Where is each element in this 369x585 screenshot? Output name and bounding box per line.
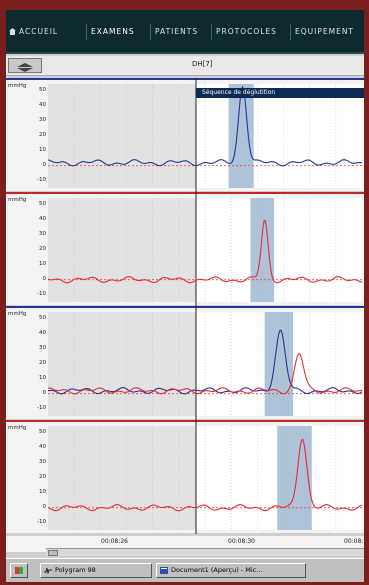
tab-label: PATIENTS: [155, 27, 199, 36]
tab-protocoles[interactable]: PROTOCOLES: [211, 24, 277, 40]
channel-divider: [6, 306, 364, 308]
plot-background-right: [196, 84, 362, 188]
tab-examens[interactable]: EXAMENS: [86, 24, 135, 40]
pressure-trace-chart: [47, 420, 363, 534]
pressure-trace: [47, 85, 363, 167]
recording-toolbar: DH[7]: [6, 56, 364, 76]
y-tick-label: 50: [39, 315, 46, 322]
pressure-channel-panel: mmHg28.050403020100-10: [6, 192, 364, 306]
pressure-trace: [47, 329, 363, 395]
pressure-trace: [47, 438, 363, 512]
y-tick-label: 0: [42, 161, 47, 168]
y-tick-label: 20: [39, 246, 46, 252]
y-tick-label: 0: [42, 503, 47, 510]
scrollbar-thumb[interactable]: [48, 550, 58, 556]
y-tick-label: 10: [39, 260, 46, 267]
y-tick-label: 50: [39, 201, 46, 208]
y-tick-label: -10: [37, 404, 46, 411]
y-tick-label: 20: [39, 474, 46, 480]
swallow-highlight-band: [264, 312, 293, 416]
y-tick-label: 10: [39, 374, 46, 381]
channel-header-label: DH[7]: [192, 60, 213, 68]
unit-label: mmHg: [8, 425, 27, 431]
channel-scroll-control[interactable]: [8, 58, 42, 73]
channel-divider: [6, 78, 364, 80]
y-tick-label: 40: [39, 444, 46, 451]
y-tick-label: -10: [37, 290, 46, 297]
y-tick-label: 40: [39, 102, 46, 109]
pressure-channel-panel: mmHg36.050403020100-10: [6, 420, 364, 534]
plot-background-left: [48, 426, 196, 530]
taskbar-item-label: Document1 (Aperçu) - Mic...: [171, 566, 263, 574]
windows-logo-icon: [15, 567, 23, 574]
taskbar-item-label: Polygram 98: [55, 566, 96, 574]
time-label: 00:08:: [344, 538, 364, 545]
y-tick-label: 30: [39, 459, 46, 466]
top-navigation: ACCUEIL EXAMENS PATIENTS PROTOCOLES EQUI…: [6, 10, 364, 54]
plot-background-left: [48, 312, 196, 416]
swallow-highlight-band: [228, 84, 254, 188]
up-down-arrows-icon: [17, 63, 33, 72]
y-tick-label: 30: [39, 345, 46, 352]
pressure-trace-chart: [47, 306, 363, 420]
waveform-icon: [44, 567, 52, 574]
tab-accueil[interactable]: ACCUEIL: [9, 24, 58, 40]
start-button[interactable]: [10, 563, 28, 578]
tab-equipement[interactable]: EQUIPEMENT: [290, 24, 354, 40]
time-label: 00:08:26: [101, 538, 128, 545]
pressure-trace-chart: [47, 78, 363, 192]
unit-label: mmHg: [8, 83, 27, 89]
y-tick-label: 30: [39, 117, 46, 124]
y-tick-label: 40: [39, 216, 46, 223]
home-icon: [9, 28, 16, 35]
y-tick-label: 50: [39, 429, 46, 436]
channel-divider: [6, 420, 364, 422]
sequence-title-bar: Séquence de déglutition: [196, 88, 364, 98]
y-tick-label: 20: [39, 360, 46, 366]
tab-label: EQUIPEMENT: [295, 27, 355, 36]
application-window: ACCUEIL EXAMENS PATIENTS PROTOCOLES EQUI…: [6, 10, 364, 582]
tab-label: PROTOCOLES: [216, 27, 277, 36]
windows-taskbar: Polygram 98 Document1 (Aperçu) - Mic...: [6, 558, 364, 582]
unit-label: mmHg: [8, 197, 27, 203]
y-tick-label: -10: [37, 518, 46, 525]
y-tick-label: -10: [37, 176, 46, 183]
taskbar-item-document[interactable]: Document1 (Aperçu) - Mic...: [156, 563, 306, 578]
taskbar-item-polygram[interactable]: Polygram 98: [40, 563, 152, 578]
swallow-highlight-band: [277, 426, 312, 530]
plot-background-left: [48, 84, 196, 188]
pressure-trace: [47, 352, 362, 395]
time-label: 00:08:30: [228, 538, 255, 545]
plot-background-left: [48, 198, 196, 302]
plot-background-right: [196, 198, 362, 302]
y-tick-label: 50: [39, 87, 46, 94]
tab-label: ACCUEIL: [19, 27, 59, 36]
y-tick-label: 0: [42, 275, 47, 282]
pressure-trace: [47, 219, 363, 284]
channel-divider: [6, 192, 364, 194]
document-icon: [160, 567, 168, 574]
pressure-channel-panel: mmHg33.050403020100-10: [6, 306, 364, 420]
y-tick-label: 20: [39, 132, 46, 138]
pressure-trace-chart: [47, 192, 363, 306]
y-tick-label: 40: [39, 330, 46, 337]
swallow-highlight-band: [250, 198, 275, 302]
y-tick-label: 30: [39, 231, 46, 238]
tab-label: EXAMENS: [91, 27, 135, 36]
tab-patients[interactable]: PATIENTS: [150, 24, 198, 40]
y-tick-label: 0: [42, 389, 47, 396]
unit-label: mmHg: [8, 311, 27, 317]
y-tick-label: 10: [39, 488, 46, 495]
y-tick-label: 10: [39, 146, 46, 153]
horizontal-scrollbar[interactable]: [46, 548, 364, 556]
